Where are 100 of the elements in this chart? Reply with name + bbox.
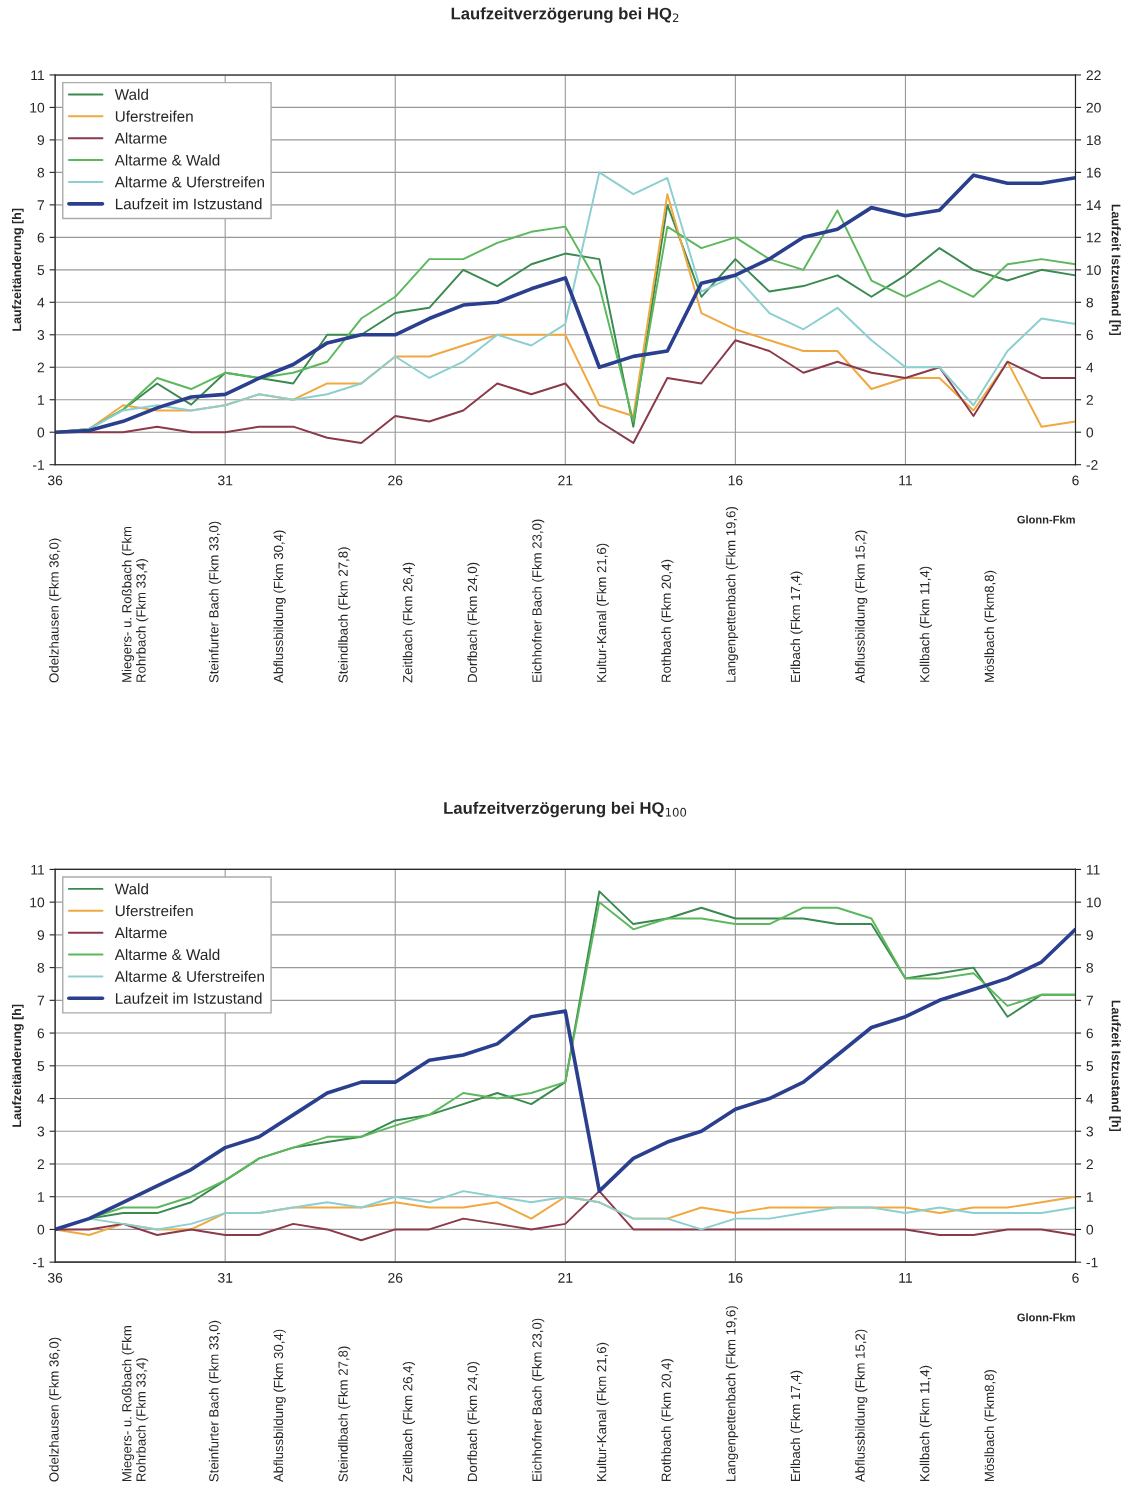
text: Dorfbach (Fkm 24,0) <box>467 1361 480 1482</box>
text: Abflussbildung (Fkm 30,4) <box>273 1329 286 1483</box>
y2-tick-label: 11 <box>1086 864 1100 875</box>
y-tick-label: 1 <box>38 1192 45 1202</box>
x-tick-label: 31 <box>217 475 233 486</box>
text: Langenpettenbach (Fkm 19,6) <box>725 506 739 682</box>
text: Kollbach (Fkm 11,4) <box>919 1365 932 1482</box>
y2-tick-label: 3 <box>1086 1126 1094 1137</box>
y-tick-label: -1 <box>32 460 45 470</box>
legend-label: Altarme & Uferstreifen <box>114 176 264 188</box>
x-tick-label: 16 <box>728 475 743 486</box>
legend-label: Laufzeit im Istzustand <box>115 198 262 210</box>
x-tick-label: 36 <box>47 475 63 486</box>
y2-tick-label: 10 <box>1086 897 1101 908</box>
text: Langenpettenbach (Fkm 19,6) <box>725 1306 739 1482</box>
y2-tick-label: 20 <box>1086 102 1101 113</box>
y-tick-label: 4 <box>37 1093 45 1104</box>
y-tick-label: 2 <box>37 362 45 373</box>
y-tick-label: 6 <box>37 1028 45 1039</box>
text: Kollbach (Fkm 11,4) <box>919 566 932 682</box>
text: Rothbach (Fkm 20,4) <box>661 1358 674 1482</box>
y2-axis-title: Laufzeit Istzustand [h] <box>1109 204 1121 336</box>
x-axis-title: Glonn-Fkm <box>1017 515 1075 524</box>
y2-tick-label: 18 <box>1086 135 1101 146</box>
y2-tick-label: 5 <box>1086 1061 1094 1071</box>
legend-label: Laufzeit im Istzustand <box>115 992 262 1004</box>
y2-tick-label: 16 <box>1086 167 1101 178</box>
text: Odelzhausen (Fkm 36,0) <box>48 538 62 683</box>
x-tick-label: 16 <box>728 1272 743 1283</box>
text: Erlbach (Fkm 17,4) <box>790 571 803 682</box>
y-tick-label: 8 <box>37 167 45 178</box>
y2-tick-label: 6 <box>1086 330 1094 340</box>
x-tick-label: 26 <box>388 1272 403 1283</box>
x-axis-title: Glonn-Fkm <box>1017 1313 1075 1322</box>
chart-title: Laufzeitverzögerung bei HQ$_{100}$ <box>444 801 687 818</box>
legend-label: Uferstreifen <box>115 905 193 917</box>
text: Möslbach (Fkm8,8) <box>984 1370 997 1482</box>
y-tick-label: 9 <box>37 930 45 941</box>
text: Erlbach (Fkm 17,4) <box>790 1370 803 1482</box>
text: Steindlbach (Fkm 27,8) <box>338 1346 351 1482</box>
y-tick-label: 4 <box>37 297 45 308</box>
y-tick-label: 10 <box>30 897 45 908</box>
x-tick-label: 6 <box>1072 475 1079 486</box>
text: Eichhofner Bach (Fkm 23,0) <box>531 1318 545 1482</box>
x-tick-label: 21 <box>558 1272 573 1283</box>
legend-label: Altarme <box>114 132 167 144</box>
text: Steinfurter Bach (Fkm 33,0) <box>208 521 222 683</box>
legend-label: Altarme & Uferstreifen <box>114 970 264 982</box>
y2-tick-label: 4 <box>1086 1093 1094 1104</box>
y2-tick-label: 1 <box>1086 1192 1093 1202</box>
y2-tick-label: 7 <box>1086 995 1093 1006</box>
legend-label: Altarme & Wald <box>114 948 220 961</box>
y-tick-label: -1 <box>32 1257 45 1268</box>
y-tick-label: 0 <box>37 1224 45 1235</box>
y2-tick-label: 9 <box>1086 930 1093 941</box>
legend-label: Altarme & Wald <box>114 154 220 166</box>
legend-label: Wald <box>114 883 148 895</box>
legend-label: Altarme <box>114 926 167 939</box>
text: Kultur-Kanal (Fkm 21,6) <box>596 1342 609 1482</box>
y2-tick-label: 0 <box>1086 1224 1094 1235</box>
text: Zeitlbach (Fkm 26,4) <box>402 1361 415 1482</box>
text: Rothbach (Fkm 20,4) <box>661 559 674 682</box>
y2-tick-label: 6 <box>1086 1028 1094 1039</box>
y-tick-label: 1 <box>38 395 45 405</box>
y2-tick-label: 10 <box>1086 265 1101 275</box>
legend-label: Wald <box>114 88 148 100</box>
y-tick-label: 2 <box>37 1159 45 1170</box>
y2-tick-label: 2 <box>1086 395 1093 405</box>
text: Miegers- u. Roßbach (Fkm Rohrbach (Fkm 33,4) <box>121 1326 149 1482</box>
y-tick-label: 11 <box>31 70 45 80</box>
y-tick-label: 10 <box>30 102 45 113</box>
chart-title: Laufzeitverzögerung bei HQ$_{2}$ <box>451 7 679 23</box>
y2-tick-label: -2 <box>1086 460 1098 470</box>
x-tick-label: 26 <box>388 475 403 486</box>
y2-tick-label: 8 <box>1086 962 1094 973</box>
y-axis-title: Laufzeitänderung [h] <box>12 208 24 331</box>
x-tick-label: 11 <box>899 475 912 486</box>
text: Möslbach (Fkm8,8) <box>984 570 997 682</box>
text: Dorfbach (Fkm 24,0) <box>467 562 480 682</box>
y-tick-label: 7 <box>37 200 45 210</box>
y2-axis-title: Laufzeit Istzustand [h] <box>1109 1000 1121 1132</box>
text: Zeitlbach (Fkm 26,4) <box>402 562 415 683</box>
y-tick-label: 7 <box>37 995 45 1006</box>
y-tick-label: 8 <box>37 962 45 973</box>
y-tick-label: 5 <box>37 265 45 275</box>
y-tick-label: 6 <box>37 232 45 243</box>
y2-tick-label: 14 <box>1086 200 1101 210</box>
y-tick-label: 3 <box>37 1126 45 1137</box>
text: Odelzhausen (Fkm 36,0) <box>48 1337 62 1482</box>
text: Abflussbildung (Fkm 15,2) <box>855 1329 868 1483</box>
y2-tick-label: 12 <box>1086 232 1101 243</box>
y2-tick-label: 8 <box>1086 297 1094 308</box>
text: Miegers- u. Roßbach (Fkm Rohrbach (Fkm 33,4) <box>121 526 149 682</box>
text: Abflussbildung (Fkm 15,2) <box>855 530 868 683</box>
x-tick-label: 21 <box>558 475 573 486</box>
y-tick-label: 9 <box>37 135 45 146</box>
text: Steinfurter Bach (Fkm 33,0) <box>208 1320 222 1482</box>
y2-tick-label: 4 <box>1086 362 1094 373</box>
text: Abflussbildung (Fkm 30,4) <box>273 530 286 683</box>
x-tick-label: 31 <box>217 1272 233 1283</box>
